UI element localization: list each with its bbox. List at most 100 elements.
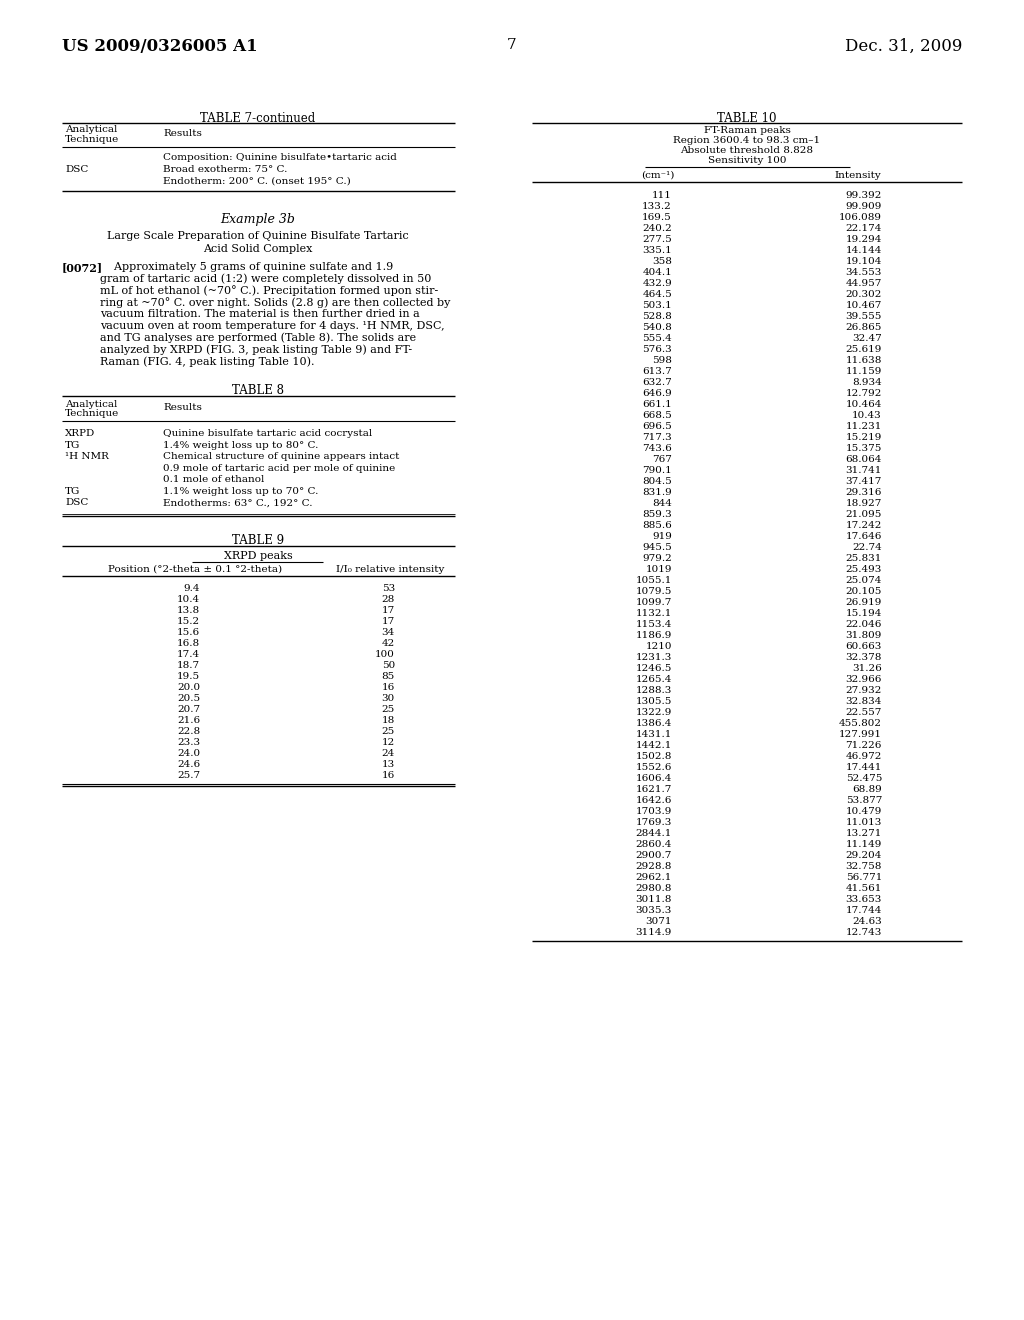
Text: DSC: DSC <box>65 165 88 174</box>
Text: 2900.7: 2900.7 <box>636 851 672 861</box>
Text: XRPD: XRPD <box>65 429 95 438</box>
Text: 11.159: 11.159 <box>846 367 882 376</box>
Text: 32.47: 32.47 <box>852 334 882 343</box>
Text: FT-Raman peaks: FT-Raman peaks <box>703 125 791 135</box>
Text: 34: 34 <box>382 628 395 636</box>
Text: Results: Results <box>163 403 202 412</box>
Text: Approximately 5 grams of quinine sulfate and 1.9: Approximately 5 grams of quinine sulfate… <box>100 261 393 272</box>
Text: 979.2: 979.2 <box>642 554 672 564</box>
Text: 60.663: 60.663 <box>846 642 882 651</box>
Text: Results: Results <box>163 129 202 139</box>
Text: 2928.8: 2928.8 <box>636 862 672 871</box>
Text: 1552.6: 1552.6 <box>636 763 672 772</box>
Text: 1305.5: 1305.5 <box>636 697 672 706</box>
Text: 127.991: 127.991 <box>839 730 882 739</box>
Text: Analytical: Analytical <box>65 400 118 409</box>
Text: 804.5: 804.5 <box>642 477 672 486</box>
Text: 11.638: 11.638 <box>846 356 882 366</box>
Text: 598: 598 <box>652 356 672 366</box>
Text: 831.9: 831.9 <box>642 488 672 498</box>
Text: 17.646: 17.646 <box>846 532 882 541</box>
Text: 335.1: 335.1 <box>642 246 672 255</box>
Text: Endotherm: 200° C. (onset 195° C.): Endotherm: 200° C. (onset 195° C.) <box>163 177 351 186</box>
Text: 1079.5: 1079.5 <box>636 587 672 597</box>
Text: 15.2: 15.2 <box>177 616 200 626</box>
Text: mL of hot ethanol (~70° C.). Precipitation formed upon stir-: mL of hot ethanol (~70° C.). Precipitati… <box>100 285 438 297</box>
Text: Acid Solid Complex: Acid Solid Complex <box>204 244 312 253</box>
Text: 106.089: 106.089 <box>839 213 882 222</box>
Text: 743.6: 743.6 <box>642 444 672 453</box>
Text: 1442.1: 1442.1 <box>636 741 672 750</box>
Text: TABLE 10: TABLE 10 <box>717 112 777 125</box>
Text: 68.064: 68.064 <box>846 455 882 465</box>
Text: 17: 17 <box>382 616 395 626</box>
Text: TABLE 9: TABLE 9 <box>232 533 284 546</box>
Text: 24.0: 24.0 <box>177 748 200 758</box>
Text: 15.6: 15.6 <box>177 628 200 636</box>
Text: 1.1% weight loss up to 70° C.: 1.1% weight loss up to 70° C. <box>163 487 318 496</box>
Text: 22.74: 22.74 <box>852 543 882 552</box>
Text: 20.7: 20.7 <box>177 705 200 714</box>
Text: 9.4: 9.4 <box>183 583 200 593</box>
Text: Example 3b: Example 3b <box>220 213 296 226</box>
Text: 10.4: 10.4 <box>177 595 200 603</box>
Text: 1502.8: 1502.8 <box>636 752 672 762</box>
Text: 29.316: 29.316 <box>846 488 882 498</box>
Text: Sensitivity 100: Sensitivity 100 <box>708 156 786 165</box>
Text: 2980.8: 2980.8 <box>636 884 672 894</box>
Text: 717.3: 717.3 <box>642 433 672 442</box>
Text: 11.149: 11.149 <box>846 840 882 849</box>
Text: and TG analyses are performed (Table 8). The solids are: and TG analyses are performed (Table 8).… <box>100 333 416 343</box>
Text: 10.467: 10.467 <box>846 301 882 310</box>
Text: gram of tartaric acid (1:2) were completely dissolved in 50: gram of tartaric acid (1:2) were complet… <box>100 273 431 284</box>
Text: 432.9: 432.9 <box>642 279 672 288</box>
Text: 32.834: 32.834 <box>846 697 882 706</box>
Text: [0072]: [0072] <box>62 261 103 273</box>
Text: 12: 12 <box>382 738 395 747</box>
Text: 790.1: 790.1 <box>642 466 672 475</box>
Text: Absolute threshold 8.828: Absolute threshold 8.828 <box>681 147 813 154</box>
Text: 2860.4: 2860.4 <box>636 840 672 849</box>
Text: 17.242: 17.242 <box>846 521 882 531</box>
Text: 10.43: 10.43 <box>852 411 882 420</box>
Text: 7: 7 <box>507 38 517 51</box>
Text: 21.6: 21.6 <box>177 715 200 725</box>
Text: 528.8: 528.8 <box>642 312 672 321</box>
Text: TG: TG <box>65 441 80 450</box>
Text: 240.2: 240.2 <box>642 224 672 234</box>
Text: 1621.7: 1621.7 <box>636 785 672 795</box>
Text: 2844.1: 2844.1 <box>636 829 672 838</box>
Text: 1210: 1210 <box>645 642 672 651</box>
Text: 16: 16 <box>382 771 395 780</box>
Text: 1.4% weight loss up to 80° C.: 1.4% weight loss up to 80° C. <box>163 441 318 450</box>
Text: 111: 111 <box>652 191 672 201</box>
Text: 576.3: 576.3 <box>642 345 672 354</box>
Text: 31.741: 31.741 <box>846 466 882 475</box>
Text: 22.557: 22.557 <box>846 708 882 717</box>
Text: 14.144: 14.144 <box>846 246 882 255</box>
Text: 358: 358 <box>652 257 672 267</box>
Text: 33.653: 33.653 <box>846 895 882 904</box>
Text: 13.271: 13.271 <box>846 829 882 838</box>
Text: 29.204: 29.204 <box>846 851 882 861</box>
Text: Dec. 31, 2009: Dec. 31, 2009 <box>845 38 962 55</box>
Text: Chemical structure of quinine appears intact: Chemical structure of quinine appears in… <box>163 453 399 461</box>
Text: 3114.9: 3114.9 <box>636 928 672 937</box>
Text: 22.174: 22.174 <box>846 224 882 234</box>
Text: 13.8: 13.8 <box>177 606 200 615</box>
Text: 99.392: 99.392 <box>846 191 882 201</box>
Text: 632.7: 632.7 <box>642 378 672 387</box>
Text: 668.5: 668.5 <box>642 411 672 420</box>
Text: 32.966: 32.966 <box>846 675 882 684</box>
Text: 24.6: 24.6 <box>177 760 200 768</box>
Text: 16: 16 <box>382 682 395 692</box>
Text: 68.89: 68.89 <box>852 785 882 795</box>
Text: 133.2: 133.2 <box>642 202 672 211</box>
Text: 27.932: 27.932 <box>846 686 882 696</box>
Text: 20.0: 20.0 <box>177 682 200 692</box>
Text: 1132.1: 1132.1 <box>636 609 672 618</box>
Text: Broad exotherm: 75° C.: Broad exotherm: 75° C. <box>163 165 288 174</box>
Text: TABLE 7-continued: TABLE 7-continued <box>201 112 315 125</box>
Text: 32.378: 32.378 <box>846 653 882 663</box>
Text: 30: 30 <box>382 694 395 702</box>
